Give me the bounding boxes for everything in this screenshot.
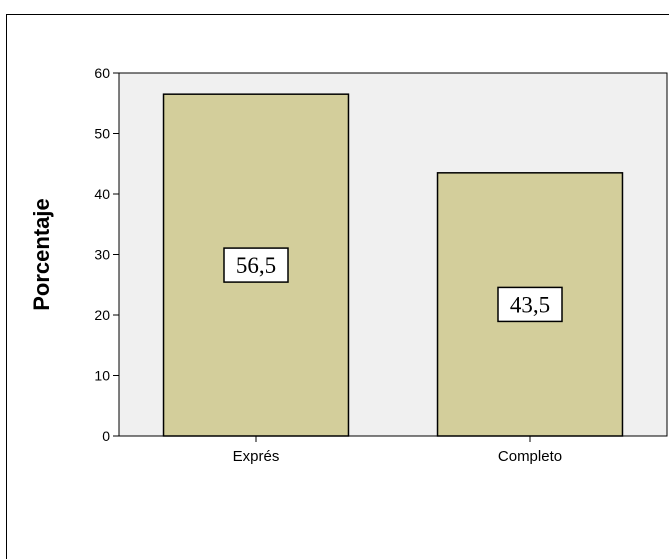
y-tick-label: 20 [94, 307, 110, 323]
data-label-box [223, 247, 289, 283]
y-tick-label: 50 [94, 126, 110, 142]
x-tick-label: Completo [498, 448, 562, 465]
bar-chart: 0 10 20 30 40 50 60 56,5 43,5 Exprés Completo Po… [29, 65, 668, 465]
data-label: 43,5 [510, 292, 550, 317]
x-axis: Exprés Completo [233, 436, 562, 465]
data-label-box [497, 286, 563, 323]
x-tick-label: Exprés [233, 448, 280, 465]
chart-frame: 0 10 20 30 40 50 60 56,5 43,5 Exprés Completo Po… [6, 14, 669, 559]
y-tick-label: 40 [94, 186, 110, 202]
data-label: 56,5 [236, 253, 276, 278]
y-axis-label: Porcentaje [29, 198, 54, 311]
y-axis: 0 10 20 30 40 50 60 [94, 65, 120, 444]
y-tick-label: 10 [94, 368, 110, 384]
bars-group: 56,5 43,5 [162, 93, 624, 437]
y-tick-label: 30 [94, 247, 110, 263]
y-tick-label: 60 [94, 65, 110, 81]
y-tick-label: 0 [102, 428, 110, 444]
